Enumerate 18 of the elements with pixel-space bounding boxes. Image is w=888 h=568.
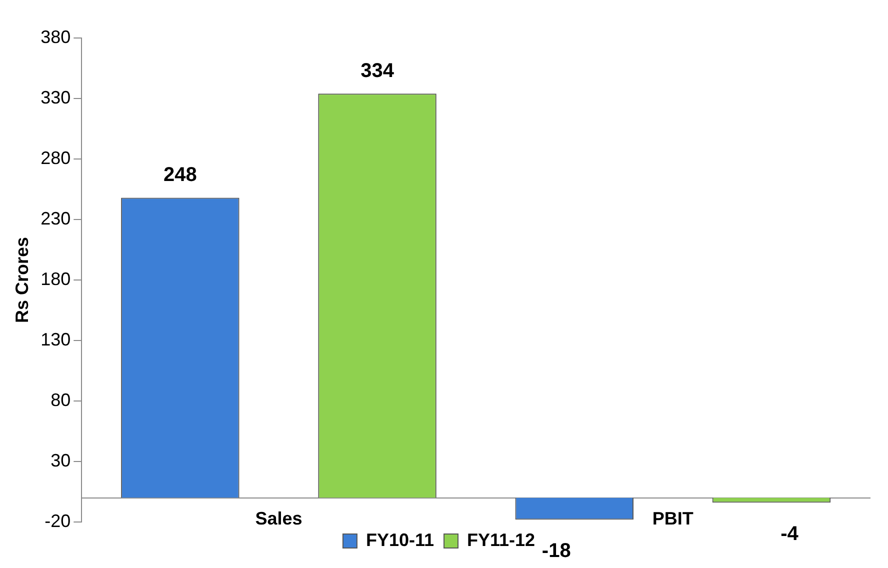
data-label: 334 — [360, 60, 395, 82]
legend-label: FY11-12 — [467, 530, 536, 550]
y-tick-label: 330 — [40, 87, 71, 108]
y-tick-label: 30 — [50, 450, 71, 470]
data-label: 248 — [163, 164, 197, 186]
x-tick-label: Sales — [255, 508, 302, 529]
y-tick-label: 230 — [40, 208, 71, 228]
legend-label: FY10-11 — [366, 530, 434, 550]
x-tick-label: PBIT — [652, 508, 694, 529]
y-tick-label: 280 — [40, 148, 71, 168]
y-tick-label: 380 — [40, 26, 71, 47]
y-tick-label: 180 — [40, 268, 71, 289]
y-tick-label: -20 — [44, 510, 71, 531]
data-label: -18 — [542, 540, 571, 562]
y-tick-label: 130 — [40, 329, 71, 350]
data-label: -4 — [780, 523, 800, 546]
y-axis-title: Rs Crores — [12, 236, 32, 324]
y-tick-label: 80 — [50, 390, 71, 410]
